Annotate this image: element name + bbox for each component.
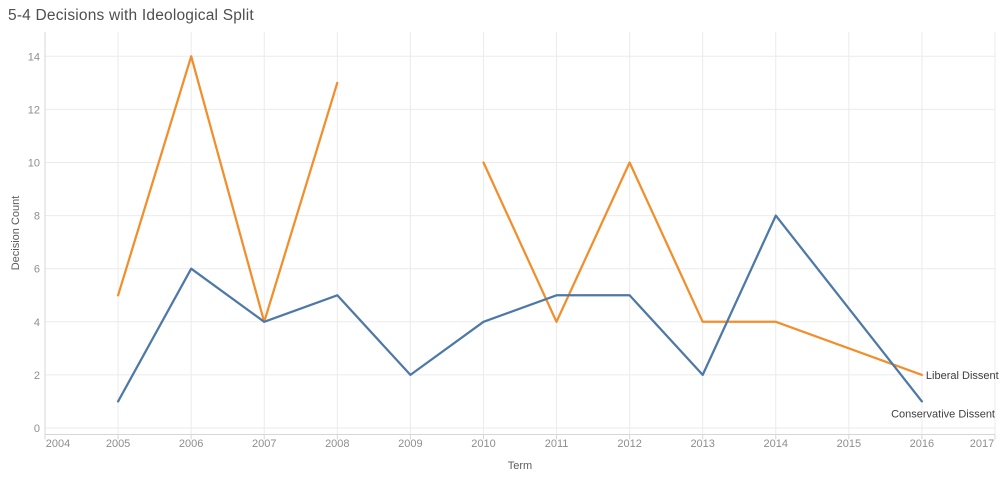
line-end-label-conservative-dissent: Conservative Dissent [891,408,995,420]
x-tick-label: 2013 [690,438,714,450]
y-tick-label: 4 [34,317,40,329]
x-tick-label: 2012 [617,438,641,450]
x-tick-label: 2015 [837,438,861,450]
x-tick-label: 2004 [46,438,70,450]
series-line-liberal-dissent[interactable] [482,161,924,377]
chart-title: 5-4 Decisions with Ideological Split [8,7,254,24]
x-tick-label: 2017 [970,438,994,450]
y-tick-label: 2 [34,370,40,382]
x-tick-label: 2011 [545,438,569,450]
x-tick-label: 2016 [910,438,934,450]
y-tick-label: 0 [34,423,40,435]
x-axis-title: Term [507,460,533,472]
x-tick-label: 2009 [398,438,422,450]
line-end-label-liberal-dissent: Liberal Dissent [926,370,999,382]
x-tick-label: 2005 [106,438,130,450]
x-tick-label: 2006 [179,438,203,450]
x-tick-label: 2010 [471,438,495,450]
series-line-liberal-dissent[interactable] [116,55,339,323]
x-tick-label: 2014 [764,438,788,450]
y-axis-title: Decision Count [10,195,22,271]
y-tick-label: 12 [28,104,40,116]
series-line-conservative-dissent[interactable] [116,214,924,403]
x-tick-label: 2007 [252,438,276,450]
y-tick-label: 6 [34,264,40,276]
x-tick-label: 2008 [325,438,349,450]
y-tick-label: 14 [28,51,40,63]
y-tick-label: 8 [34,211,40,223]
y-tick-label: 10 [28,158,40,170]
